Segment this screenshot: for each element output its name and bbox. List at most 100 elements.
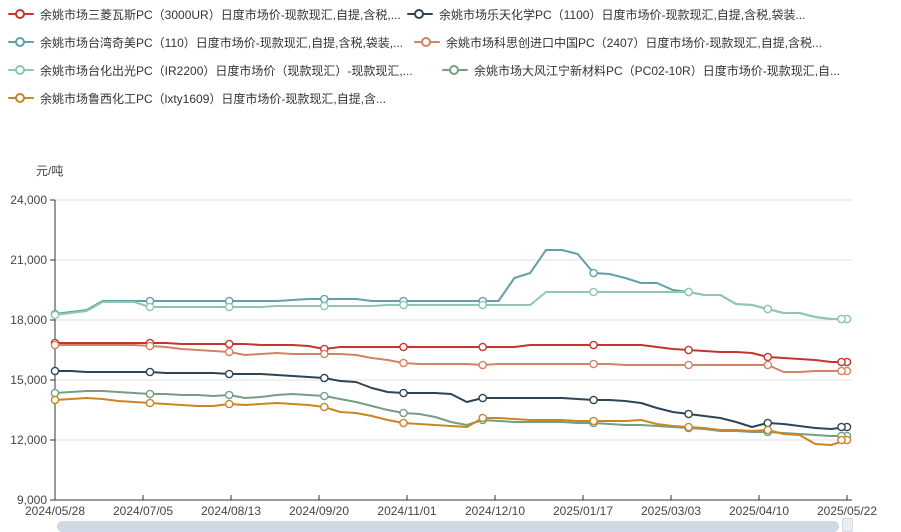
legend-item-label: 余姚市场乐天化学PC（1100）日度市场价-现款现汇,自提,含税,袋装... [439, 7, 806, 22]
series-marker [319, 301, 329, 311]
legend-item-label: 余姚市场三菱瓦斯PC（3000UR）日度市场价-现款现汇,自提,含税,... [40, 7, 401, 22]
series-marker [684, 360, 693, 370]
legend-item-4[interactable]: 余姚市场台化出光PC（IR2200）日度市场价（现款现汇）-现款现汇,... [8, 61, 413, 79]
legend-item-3[interactable]: 余姚市场科思创进口中国PC（2407）日度市场价-现款现汇,自提,含税... [414, 33, 822, 51]
y-axis-label: 15,000 [10, 373, 47, 387]
series-marker [684, 422, 693, 432]
y-axis-label: 21,000 [10, 253, 47, 267]
series-marker [763, 304, 773, 314]
series-marker [399, 418, 408, 428]
series-marker [684, 287, 693, 297]
series-marker [684, 345, 693, 355]
series-marker [589, 268, 598, 278]
series-line-6 [54, 397, 848, 446]
series-marker [50, 395, 60, 405]
series-marker [399, 408, 408, 418]
series-marker [50, 388, 60, 398]
legend-item-label: 余姚市场大风江宁新材料PC（PC02-10R）日度市场价-现款现汇,自... [474, 63, 841, 78]
legend-item-1[interactable]: 余姚市场乐天化学PC（1100）日度市场价-现款现汇,自提,含税,袋装... [407, 5, 805, 23]
series-marker [478, 393, 488, 403]
legend-line-marker-icon [414, 37, 440, 47]
horizontal-scrollbar[interactable] [57, 521, 839, 532]
legend-item-2[interactable]: 余姚市场台湾奇美PC（110）日度市场价-现款现汇,自提,含税,袋装,... [8, 33, 403, 51]
series-marker [50, 366, 60, 376]
series-marker [478, 360, 488, 370]
series-marker [478, 300, 488, 310]
x-axis-label: 2024/09/20 [289, 504, 349, 518]
series-marker [763, 352, 773, 362]
series-marker [478, 342, 488, 352]
series-marker [319, 402, 329, 412]
legend-item-label: 余姚市场鲁西化工PC（lxty1609）日度市场价-现款现汇,自提,含... [40, 91, 387, 106]
series-marker [399, 300, 408, 310]
series-marker [837, 357, 846, 367]
series-marker [684, 409, 693, 419]
series-marker [224, 339, 234, 349]
x-axis-label: 2024/12/10 [465, 504, 525, 518]
legend-line-marker-icon [8, 9, 34, 19]
series-line-0 [54, 342, 848, 363]
series-line-4 [54, 291, 848, 320]
series-marker [837, 366, 846, 376]
y-axis-label: 9,000 [17, 493, 47, 507]
series-marker [589, 340, 598, 350]
x-axis-label: 2025/01/17 [553, 504, 613, 518]
series-marker [50, 340, 60, 350]
legend-item-label: 余姚市场科思创进口中国PC（2407）日度市场价-现款现汇,自提,含税... [446, 35, 823, 50]
series-marker [145, 302, 155, 312]
legend-line-marker-icon [407, 9, 433, 19]
x-axis-label: 2024/07/05 [113, 504, 173, 518]
x-axis-label: 2024/11/01 [377, 504, 436, 518]
legend-line-marker-icon [8, 93, 34, 103]
series-marker [145, 398, 155, 408]
series-marker [50, 310, 60, 320]
legend-item-0[interactable]: 余姚市场三菱瓦斯PC（3000UR）日度市场价-现款现汇,自提,含税,... [8, 5, 401, 23]
series-marker [145, 341, 155, 351]
y-axis-label: 24,000 [10, 193, 47, 207]
series-marker [589, 416, 598, 426]
series-line-3 [54, 344, 848, 373]
series-marker [837, 314, 846, 324]
y-axis-label: 18,000 [10, 313, 47, 327]
x-axis-label: 2024/08/13 [201, 504, 261, 518]
y-axis-label: 12,000 [10, 433, 47, 447]
chart-legend: 余姚市场三菱瓦斯PC（3000UR）日度市场价-现款现汇,自提,含税,... 余姚… [0, 0, 901, 115]
legend-item-6[interactable]: 余姚市场鲁西化工PC（lxty1609）日度市场价-现款现汇,自提,含... [8, 89, 386, 107]
series-marker [837, 422, 846, 432]
legend-line-marker-icon [8, 65, 34, 75]
series-marker [224, 369, 234, 379]
legend-line-marker-icon [8, 37, 34, 47]
legend-line-marker-icon [442, 65, 468, 75]
series-marker [837, 435, 846, 445]
series-marker [319, 391, 329, 401]
legend-item-5[interactable]: 余姚市场大风江宁新材料PC（PC02-10R）日度市场价-现款现汇,自... [442, 61, 840, 79]
series-marker [145, 367, 155, 377]
series-line-1 [54, 370, 848, 430]
series-marker [145, 389, 155, 399]
series-marker [319, 294, 329, 304]
series-marker [589, 359, 598, 369]
series-marker [224, 302, 234, 312]
x-axis-label: 2025/03/03 [641, 504, 701, 518]
series-marker [589, 395, 598, 405]
series-marker [224, 390, 234, 400]
series-marker [478, 413, 488, 423]
legend-item-label: 余姚市场台湾奇美PC（110）日度市场价-现款现汇,自提,含税,袋装,... [40, 35, 404, 50]
y-axis-unit-label: 元/吨 [36, 164, 64, 178]
series-marker [763, 360, 773, 370]
series-marker [399, 358, 408, 368]
series-marker [763, 418, 773, 428]
series-marker [224, 347, 234, 357]
x-axis-label: 2025/05/22 [817, 504, 877, 518]
series-marker [319, 373, 329, 383]
series-marker [399, 388, 408, 398]
series-marker [763, 425, 773, 435]
x-axis-label: 2024/05/28 [25, 504, 85, 518]
series-marker [224, 399, 234, 409]
scrollbar-corner-button[interactable] [842, 518, 853, 532]
series-marker [399, 342, 408, 352]
series-marker [589, 287, 598, 297]
x-axis-label: 2025/04/10 [729, 504, 789, 518]
legend-item-label: 余姚市场台化出光PC（IR2200）日度市场价（现款现汇）-现款现汇,... [40, 63, 413, 78]
